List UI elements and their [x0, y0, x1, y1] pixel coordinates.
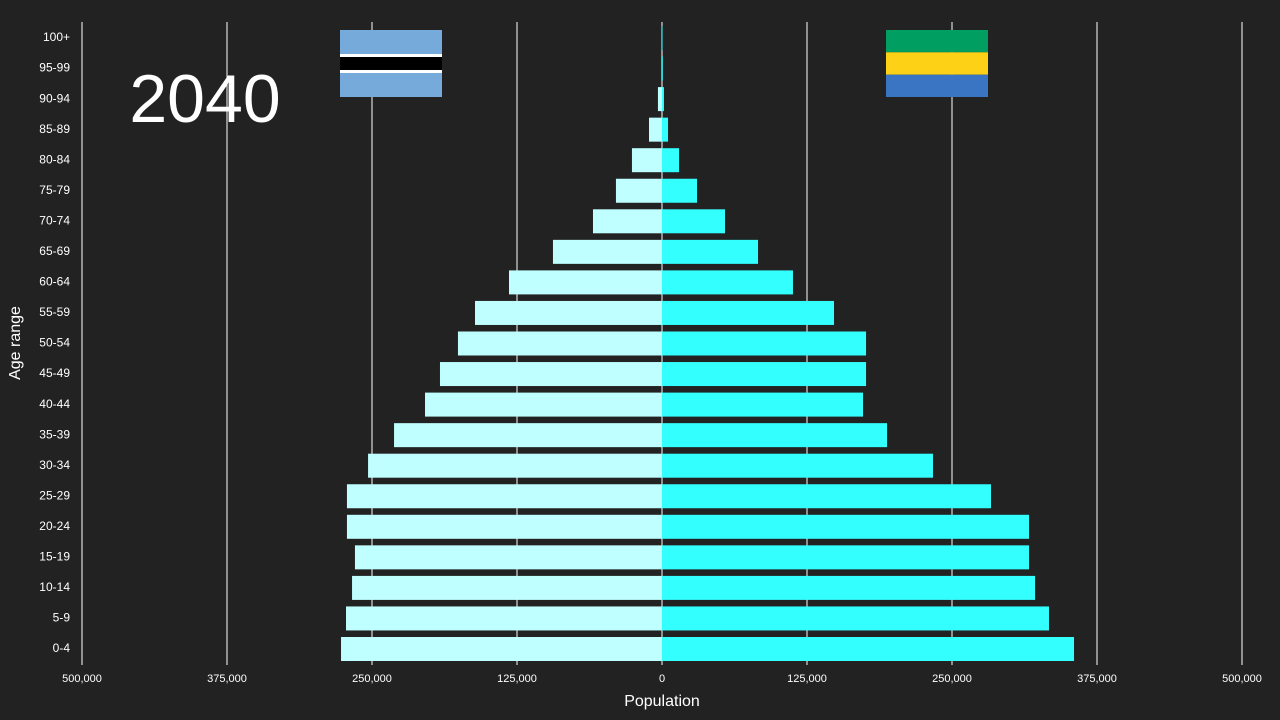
y-axis-label: Age range [7, 306, 24, 380]
y-tick-label: 60-64 [39, 275, 70, 289]
bar [662, 209, 725, 234]
y-tick-label: 85-89 [39, 122, 70, 136]
bar [649, 117, 662, 142]
bar [662, 606, 1049, 631]
x-tick-label: 125,000 [497, 673, 537, 685]
bar [662, 270, 793, 295]
bar [657, 87, 662, 112]
y-tick-label: 25-29 [39, 488, 70, 502]
y-tick-label: 0-4 [53, 641, 71, 655]
flag-stripe [886, 52, 988, 75]
y-tick-label: 65-69 [39, 244, 70, 258]
bar [346, 484, 662, 509]
y-tick-label: 35-39 [39, 427, 70, 441]
bar [425, 392, 662, 417]
bar [662, 178, 698, 203]
bar [552, 239, 662, 264]
bar [354, 545, 662, 570]
bar [631, 148, 662, 173]
bar [368, 453, 662, 478]
bar [508, 270, 662, 295]
x-tick-label: 500,000 [62, 673, 102, 685]
x-tick-label: 375,000 [1077, 673, 1117, 685]
y-tick-label: 30-34 [39, 458, 70, 472]
bar [662, 239, 759, 264]
y-tick-label: 80-84 [39, 152, 70, 166]
bar [662, 300, 835, 325]
y-tick-label: 45-49 [39, 366, 70, 380]
x-tick-label: 250,000 [932, 673, 972, 685]
y-tick-label: 5-9 [53, 611, 71, 625]
y-tick-label: 90-94 [39, 91, 70, 105]
bar [346, 514, 662, 539]
bar [662, 545, 1030, 570]
bar [439, 362, 662, 387]
flag-stripe [886, 74, 988, 97]
y-tick-label: 70-74 [39, 213, 70, 227]
bar [475, 300, 662, 325]
x-axis-label: Population [624, 693, 700, 710]
y-tick-label: 50-54 [39, 336, 70, 350]
bar [457, 331, 662, 356]
bar [592, 209, 662, 234]
bar [662, 575, 1036, 600]
y-tick-label: 95-99 [39, 61, 70, 75]
x-tick-label: 375,000 [207, 673, 247, 685]
bar [662, 148, 680, 173]
bar [394, 423, 662, 448]
y-tick-label: 20-24 [39, 519, 70, 533]
y-tick-label: 100+ [43, 30, 70, 44]
y-tick-label: 10-14 [39, 580, 70, 594]
bar [662, 87, 664, 112]
bar [661, 56, 662, 81]
bar [662, 423, 888, 448]
bars [341, 26, 1075, 661]
x-tick-label: 250,000 [352, 673, 392, 685]
bar [662, 484, 991, 509]
x-tick-label: 500,000 [1222, 673, 1262, 685]
flag-stripe [886, 30, 988, 53]
x-tick-label: 0 [659, 673, 665, 685]
y-tick-label: 75-79 [39, 183, 70, 197]
x-tick-label: 125,000 [787, 673, 827, 685]
bar [662, 117, 669, 142]
bar [662, 514, 1030, 539]
bar [662, 331, 867, 356]
botswana-flag [340, 30, 442, 97]
gabon-flag [886, 30, 988, 97]
bar [615, 178, 662, 203]
bar [662, 637, 1075, 661]
bar [662, 56, 663, 81]
bar [662, 362, 867, 387]
year-label: 2040 [129, 61, 280, 137]
y-tick-label: 40-44 [39, 397, 70, 411]
bar [346, 606, 662, 631]
y-tick-label: 15-19 [39, 550, 70, 564]
bar [341, 637, 662, 661]
flag-stripe [340, 57, 442, 70]
y-tick-label: 55-59 [39, 305, 70, 319]
bar [662, 392, 864, 417]
bar [662, 453, 933, 478]
bar [352, 575, 662, 600]
